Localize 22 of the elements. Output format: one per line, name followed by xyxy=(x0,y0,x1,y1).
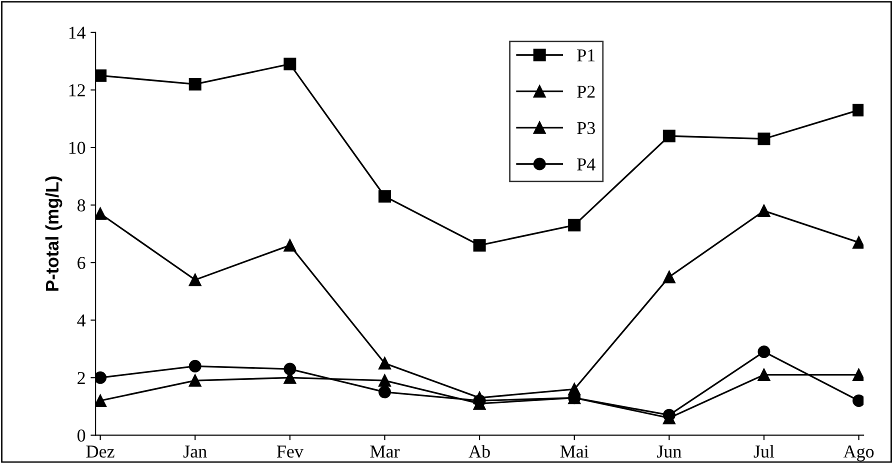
y-axis-title: P-total (mg/L) xyxy=(45,176,62,291)
y-tick-label: 0 xyxy=(77,429,86,442)
legend-label: P2 xyxy=(577,86,595,98)
x-tick-label: Dez xyxy=(86,446,114,458)
x-tick-label: Ab xyxy=(468,444,490,458)
y-tick-label: 6 xyxy=(78,256,86,270)
x-tick-label: Jul xyxy=(754,444,774,458)
x-tick-label: Fev xyxy=(276,446,304,458)
y-tick-label: 14 xyxy=(69,26,86,39)
y-tick-label: 4 xyxy=(77,314,86,326)
legend-label: P4 xyxy=(577,158,596,170)
x-tick-label: Ago xyxy=(843,446,874,462)
y-tick-label: 10 xyxy=(69,142,86,154)
x-tick-label: Jan xyxy=(183,446,207,458)
y-tick-label: 2 xyxy=(78,372,85,384)
x-tick-label: Jun xyxy=(657,446,682,458)
y-tick-label: 8 xyxy=(77,199,86,212)
x-tick-label: Mar xyxy=(370,446,400,458)
legend-label: P3 xyxy=(577,122,595,134)
x-tick-label: Mai xyxy=(560,446,589,458)
legend-label: P1 xyxy=(577,49,595,62)
y-tick-label: 12 xyxy=(69,84,85,96)
